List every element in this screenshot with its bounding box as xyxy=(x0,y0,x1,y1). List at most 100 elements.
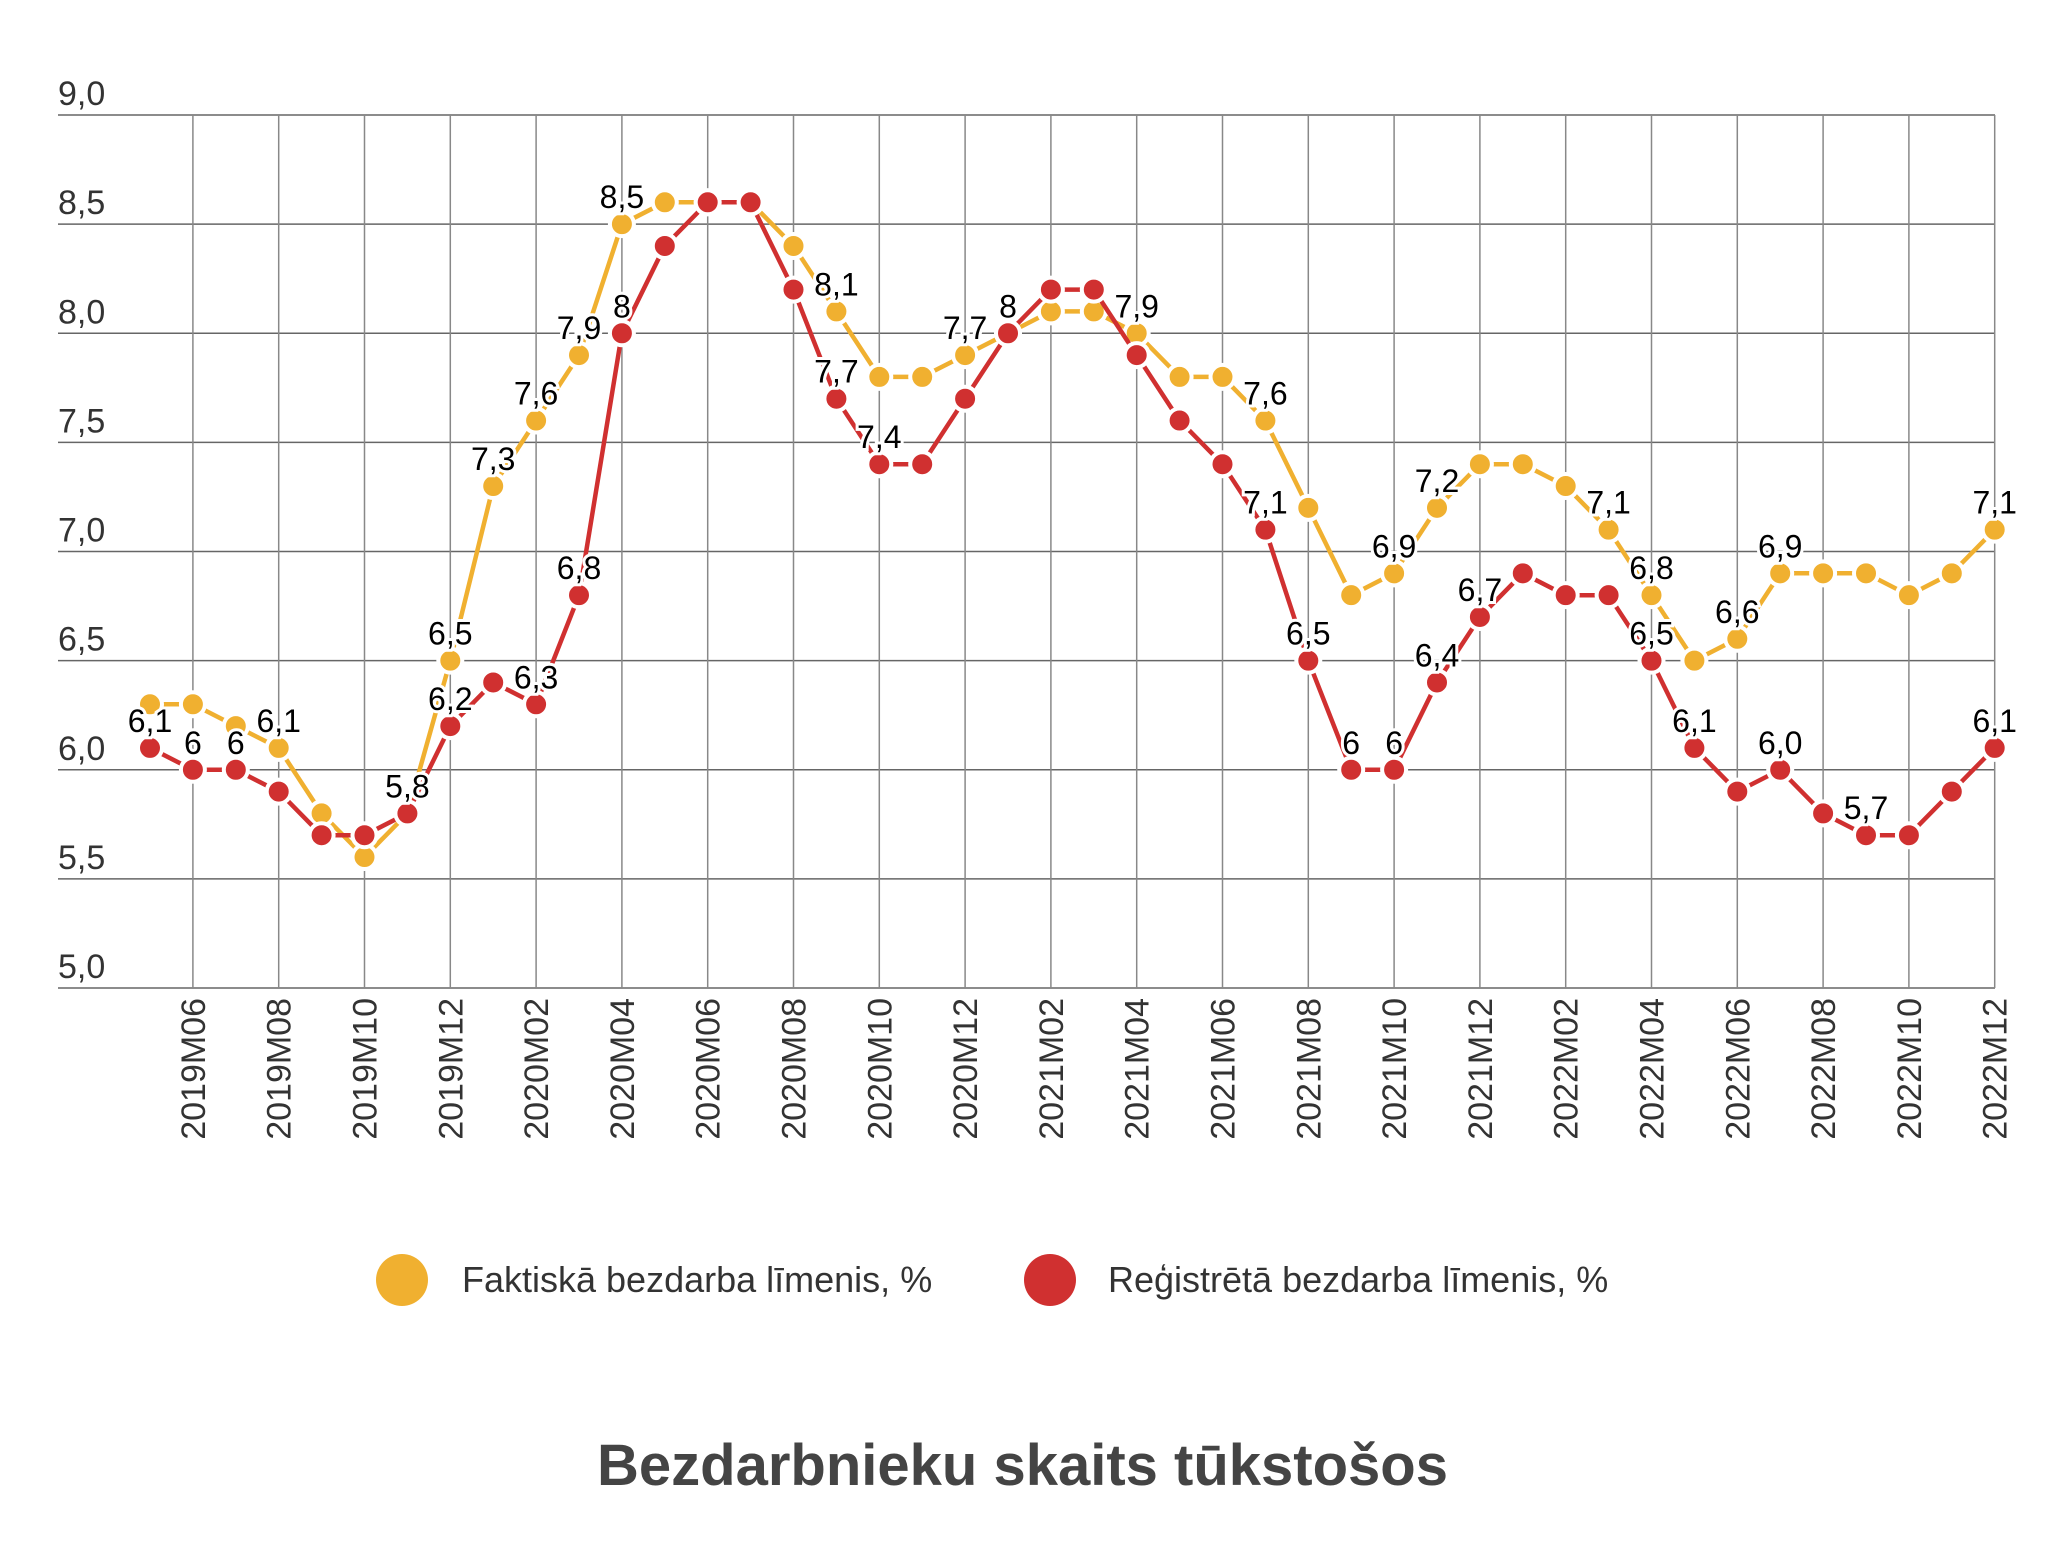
data-point xyxy=(1508,559,1537,588)
y-tick-label: 9,0 xyxy=(58,75,105,113)
data-label: 8,1 xyxy=(814,266,858,302)
data-label: 6,5 xyxy=(1629,616,1673,652)
data-point xyxy=(1423,493,1451,522)
data-point xyxy=(1294,493,1323,522)
data-point xyxy=(951,384,980,413)
x-tick-label: 2019M10 xyxy=(347,998,385,1140)
x-tick-label: 2020M08 xyxy=(776,998,814,1140)
data-label: 6,8 xyxy=(1629,550,1673,586)
data-point xyxy=(1594,581,1623,610)
data-point xyxy=(522,690,551,719)
x-tick-label: 2021M12 xyxy=(1462,998,1500,1140)
legend-label: Faktiskā bezdarba līmenis, % xyxy=(462,1259,932,1300)
y-tick-label: 6,5 xyxy=(58,621,105,659)
data-point xyxy=(1766,559,1795,588)
x-tick-label: 2020M12 xyxy=(947,998,985,1140)
data-point xyxy=(1937,777,1966,806)
data-label: 6 xyxy=(184,725,202,761)
data-label: 8,5 xyxy=(600,179,644,215)
data-point xyxy=(1251,406,1280,435)
data-label: 6,0 xyxy=(1758,725,1802,761)
data-point xyxy=(1852,821,1880,850)
series-1 xyxy=(136,188,2009,872)
data-label: 8 xyxy=(999,288,1017,324)
data-label: 7,7 xyxy=(943,310,987,346)
legend: Faktiskā bezdarba līmenis, % Reģistrētā b… xyxy=(376,1254,1608,1306)
data-point xyxy=(865,450,894,479)
legend-label: Reģistrētā bezdarba līmenis, % xyxy=(1108,1259,1608,1300)
data-point xyxy=(1809,559,1838,588)
data-point xyxy=(1465,602,1494,631)
data-point xyxy=(908,450,937,479)
data-label: 6,1 xyxy=(128,703,172,739)
data-point xyxy=(1380,755,1409,784)
series-2 xyxy=(136,188,2009,850)
data-point xyxy=(1423,668,1451,697)
data-point xyxy=(607,319,636,348)
data-point xyxy=(1337,755,1366,784)
data-point xyxy=(650,188,679,217)
data-point xyxy=(1980,515,2009,544)
data-label: 7,6 xyxy=(514,376,558,412)
data-point xyxy=(951,341,980,370)
x-tick-label: 2021M04 xyxy=(1119,998,1157,1140)
data-point xyxy=(693,188,722,217)
data-point xyxy=(1723,624,1752,653)
data-point xyxy=(393,799,422,828)
data-label: 6 xyxy=(227,725,245,761)
legend-marker xyxy=(376,1254,428,1306)
series xyxy=(136,188,2009,872)
y-tick-label: 8,0 xyxy=(58,293,105,331)
data-point xyxy=(865,362,894,391)
data-label: 7,1 xyxy=(1243,485,1287,521)
x-tick-label: 2022M08 xyxy=(1805,998,1843,1140)
data-label: 6,1 xyxy=(1672,703,1716,739)
data-label: 7,9 xyxy=(1114,288,1158,324)
data-point xyxy=(1165,362,1194,391)
data-point xyxy=(221,755,250,784)
data-label: 6 xyxy=(1385,725,1403,761)
data-point xyxy=(178,755,207,784)
x-tick-label: 2022M04 xyxy=(1634,998,1672,1140)
x-tick-label: 2021M08 xyxy=(1290,998,1328,1140)
data-point xyxy=(1680,733,1709,762)
data-label: 8 xyxy=(613,288,631,324)
data-point xyxy=(1937,559,1966,588)
data-point xyxy=(1637,581,1666,610)
data-point xyxy=(779,275,808,304)
x-tick-label: 2020M04 xyxy=(604,998,642,1140)
data-label: 7,7 xyxy=(814,354,858,390)
data-point xyxy=(479,472,508,501)
data-point xyxy=(908,362,937,391)
x-tick-label: 2021M06 xyxy=(1205,998,1243,1140)
data-point xyxy=(1208,450,1237,479)
y-tick-label: 8,5 xyxy=(58,184,105,222)
data-point xyxy=(994,319,1022,348)
data-label: 6,1 xyxy=(256,703,300,739)
legend-item-2: Reģistrētā bezdarba līmenis, % xyxy=(1024,1254,1608,1306)
x-tick-label: 2019M12 xyxy=(432,998,470,1140)
x-tick-label: 2022M12 xyxy=(1977,998,2015,1140)
data-label: 6,4 xyxy=(1415,637,1459,673)
data-point xyxy=(1122,341,1151,370)
data-point xyxy=(1809,799,1838,828)
data-point xyxy=(607,210,636,239)
x-tick-label: 2020M10 xyxy=(861,998,899,1140)
data-point xyxy=(1723,777,1752,806)
data-point xyxy=(1894,821,1923,850)
data-point xyxy=(736,188,765,217)
data-point xyxy=(1251,515,1280,544)
data-label: 6,5 xyxy=(1286,616,1330,652)
data-point xyxy=(1680,646,1709,675)
legend-marker xyxy=(1024,1254,1076,1306)
y-tick-label: 7,5 xyxy=(58,402,105,440)
data-point xyxy=(1036,275,1065,304)
data-point xyxy=(1852,559,1880,588)
data-label: 6,5 xyxy=(428,616,472,652)
data-label: 5,7 xyxy=(1844,790,1888,826)
data-point xyxy=(350,821,379,850)
data-label: 7,1 xyxy=(1586,485,1630,521)
section-title: Bezdarbnieku skaits tūkstošos xyxy=(597,1433,1448,1498)
